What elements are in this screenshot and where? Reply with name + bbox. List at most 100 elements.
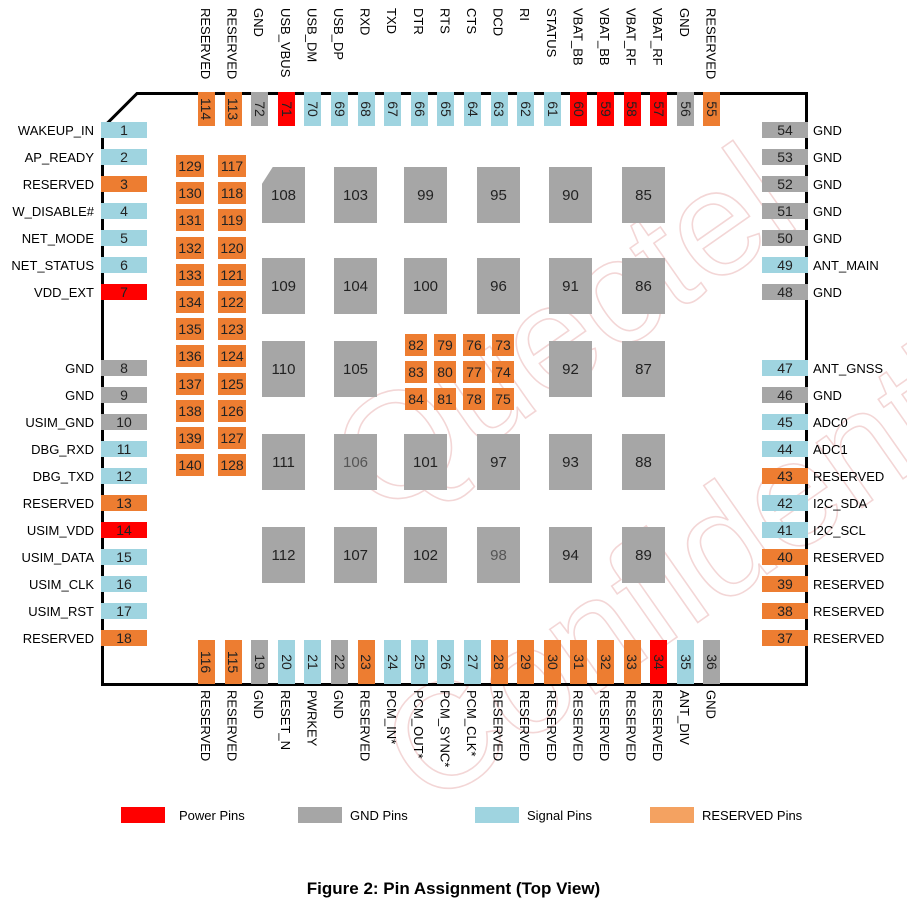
pin-11: 11 bbox=[101, 441, 147, 457]
pin-30: 30 bbox=[543, 640, 561, 684]
pin-50: 50 bbox=[762, 230, 808, 246]
pin-114: 114 bbox=[198, 92, 215, 126]
pin-number: 24 bbox=[384, 654, 401, 670]
gnd-pad-95: 95 bbox=[477, 167, 520, 223]
pin-36: 36 bbox=[703, 640, 721, 684]
pin-label-63: DCD bbox=[490, 8, 506, 37]
pin-125: 125 bbox=[218, 372, 246, 395]
pin-51: 51 bbox=[762, 203, 808, 219]
pin-label-114: RESERVED bbox=[198, 8, 213, 80]
gnd-pad-99: 99 bbox=[404, 167, 447, 223]
gnd-pad-102: 102 bbox=[404, 527, 447, 583]
pin-53: 53 bbox=[762, 149, 808, 165]
pin-80: 80 bbox=[434, 361, 456, 383]
pin-71: 71 bbox=[277, 92, 295, 126]
pin-label-45: ADC0 bbox=[813, 415, 848, 430]
pin-label-66: DTR bbox=[410, 8, 426, 35]
pin-label-31: RESERVED bbox=[570, 690, 586, 762]
pin-63: 63 bbox=[490, 92, 508, 126]
pin-69: 69 bbox=[331, 92, 348, 126]
pin-5: 5 bbox=[101, 230, 147, 246]
pin-37: 37 bbox=[762, 630, 808, 646]
pin-138: 138 bbox=[176, 399, 204, 422]
pin-48: 48 bbox=[762, 284, 808, 300]
pin-label-59: VBAT_BB bbox=[597, 8, 612, 66]
pin-label-29: RESERVED bbox=[517, 690, 533, 762]
pin-113: 113 bbox=[224, 92, 242, 126]
pin-number: 69 bbox=[331, 101, 348, 117]
pin-35: 35 bbox=[676, 640, 694, 684]
pin-24: 24 bbox=[384, 640, 402, 684]
legend-swatch-power bbox=[121, 807, 165, 823]
pin-label-56: GND bbox=[676, 8, 692, 37]
pin-label-52: GND bbox=[813, 177, 842, 192]
pin-21: 21 bbox=[304, 640, 322, 684]
pin-68: 68 bbox=[357, 92, 375, 126]
pin-label-7: VDD_EXT bbox=[34, 285, 94, 300]
pin-label-19: GND bbox=[251, 690, 267, 719]
pin-64: 64 bbox=[464, 92, 481, 126]
pin-number: 22 bbox=[331, 654, 348, 670]
pin-label-6: NET_STATUS bbox=[11, 258, 94, 273]
pin-label-65: RTS bbox=[437, 8, 453, 34]
pin-number: 62 bbox=[517, 101, 534, 117]
pin-126: 126 bbox=[218, 399, 246, 422]
gnd-pad-94: 94 bbox=[549, 527, 592, 583]
gnd-pad-110: 110 bbox=[262, 341, 305, 397]
gnd-pad-85: 85 bbox=[622, 167, 665, 223]
pin-65: 65 bbox=[437, 92, 455, 126]
pin-label-72: GND bbox=[251, 8, 267, 37]
pin-label-34: RESERVED bbox=[650, 690, 666, 762]
legend-swatch-gnd bbox=[298, 807, 342, 823]
pin-1: 1 bbox=[101, 122, 147, 138]
pin-number: 33 bbox=[624, 654, 641, 670]
pin-label-51: GND bbox=[813, 204, 842, 219]
pin-79: 79 bbox=[434, 334, 456, 356]
pin-label-22: GND bbox=[331, 690, 346, 719]
pin-label-36: GND bbox=[703, 690, 719, 719]
pin-number: 27 bbox=[464, 654, 481, 670]
pin-label-10: USIM_GND bbox=[25, 415, 94, 430]
pin-label-20: RESET_N bbox=[277, 690, 293, 750]
pin-label-62: RI bbox=[517, 8, 533, 21]
gnd-pad-100: 100 bbox=[404, 258, 447, 314]
figure-caption: Figure 2: Pin Assignment (Top View) bbox=[306, 879, 601, 898]
pin-83: 83 bbox=[405, 361, 427, 383]
pin-number: 31 bbox=[570, 654, 587, 670]
pin-number: 20 bbox=[278, 654, 295, 670]
pin-131: 131 bbox=[176, 209, 204, 232]
pin-number: 57 bbox=[650, 101, 667, 117]
pin-label-53: GND bbox=[813, 150, 842, 165]
pin-123: 123 bbox=[218, 318, 246, 341]
pin-52: 52 bbox=[762, 176, 808, 192]
pin-137: 137 bbox=[176, 372, 204, 395]
pin-77: 77 bbox=[463, 361, 485, 383]
pin-label-60: VBAT_BB bbox=[570, 8, 586, 66]
pin-23: 23 bbox=[357, 640, 375, 684]
pin-40: 40 bbox=[762, 549, 808, 565]
pin-39: 39 bbox=[762, 576, 808, 592]
pin-number: 60 bbox=[570, 101, 587, 117]
pin-10: 10 bbox=[101, 414, 147, 430]
gnd-pad-103: 103 bbox=[334, 167, 377, 223]
pin-20: 20 bbox=[277, 640, 295, 684]
pin-label-39: RESERVED bbox=[813, 577, 885, 592]
pin-116: 116 bbox=[198, 640, 215, 684]
pin-label-2: AP_READY bbox=[24, 150, 94, 165]
pin-54: 54 bbox=[762, 122, 808, 138]
pin-number: 35 bbox=[677, 654, 694, 670]
pin-number: 113 bbox=[225, 97, 242, 121]
pin-41: 41 bbox=[762, 522, 808, 538]
pin-label-54: GND bbox=[813, 123, 842, 138]
pin-27: 27 bbox=[464, 640, 481, 684]
pin-label-15: USIM_DATA bbox=[21, 550, 94, 565]
pin-117: 117 bbox=[218, 155, 246, 177]
pin-label-16: USIM_CLK bbox=[28, 577, 94, 592]
pin-13: 13 bbox=[101, 495, 147, 511]
pin-38: 38 bbox=[762, 603, 808, 619]
pin-label-25: PCM_OUT* bbox=[410, 690, 426, 759]
pin-label-26: PCM_SYNC* bbox=[437, 690, 453, 768]
pin-25: 25 bbox=[410, 640, 428, 684]
pin-33: 33 bbox=[623, 640, 641, 684]
pin-label-38: RESERVED bbox=[813, 604, 885, 619]
